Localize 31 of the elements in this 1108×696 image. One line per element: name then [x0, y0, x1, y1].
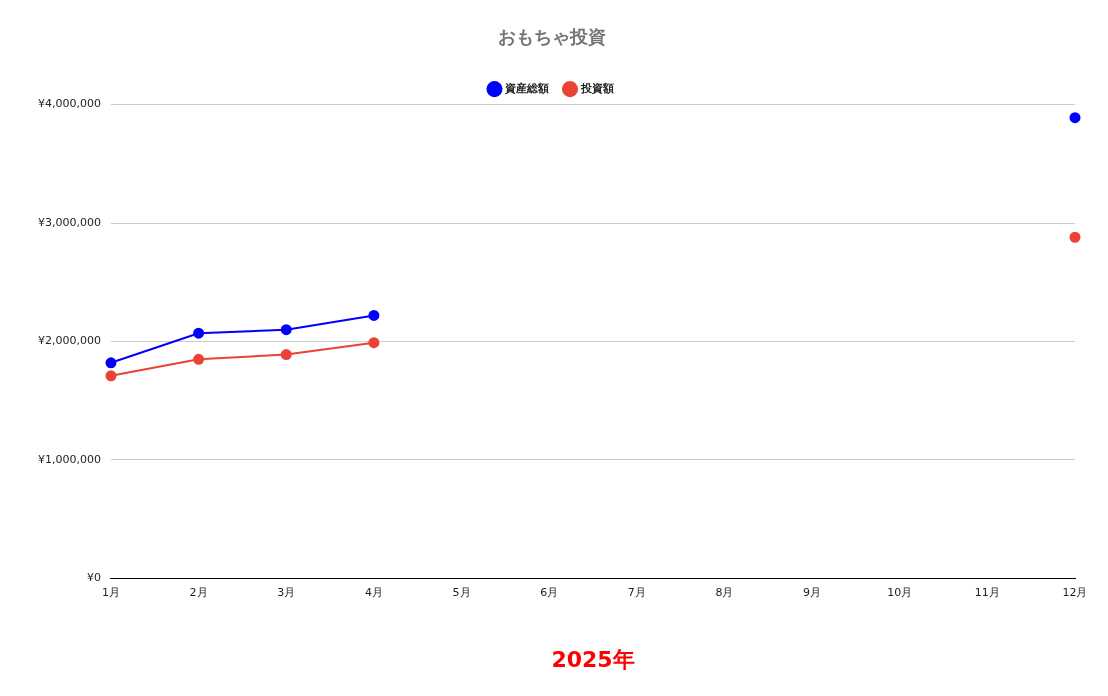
point [368, 309, 380, 321]
x-tick-label: 7月 [627, 585, 646, 599]
point [193, 327, 205, 339]
x-tick-label: 5月 [452, 585, 471, 599]
x-tick-label: 4月 [364, 585, 383, 599]
legend-label: 投資額 [579, 81, 614, 95]
chart-title: おもちゃ投資 [497, 26, 606, 48]
x-tick-label: 8月 [715, 585, 734, 599]
x-tick-label: 10月 [887, 585, 913, 599]
x-tick-label: 1月 [101, 585, 120, 599]
x-tick-label: 9月 [803, 585, 822, 599]
y-tick-label: ¥1,000,000 [38, 452, 101, 466]
y-tick-label: ¥4,000,000 [38, 97, 101, 111]
point [1069, 231, 1081, 243]
x-tick-label: 11月 [974, 585, 1000, 599]
x-tick-label: 6月 [540, 585, 559, 599]
y-tick-label: ¥3,000,000 [38, 215, 101, 229]
point [105, 370, 117, 382]
point [105, 357, 117, 369]
point [1069, 112, 1081, 124]
y-tick-label: ¥2,000,000 [38, 334, 101, 348]
x-tick-label: 3月 [277, 585, 296, 599]
point [280, 349, 292, 361]
y-tick-label: ¥0 [86, 571, 101, 585]
x-tick-label: 12月 [1062, 585, 1088, 599]
x-tick-label: 2月 [189, 585, 208, 599]
point [368, 337, 380, 349]
legend-label: 資産総額 [504, 81, 549, 95]
x-axis-title: 2025年 [551, 646, 635, 672]
point [280, 324, 292, 336]
point [193, 353, 205, 365]
